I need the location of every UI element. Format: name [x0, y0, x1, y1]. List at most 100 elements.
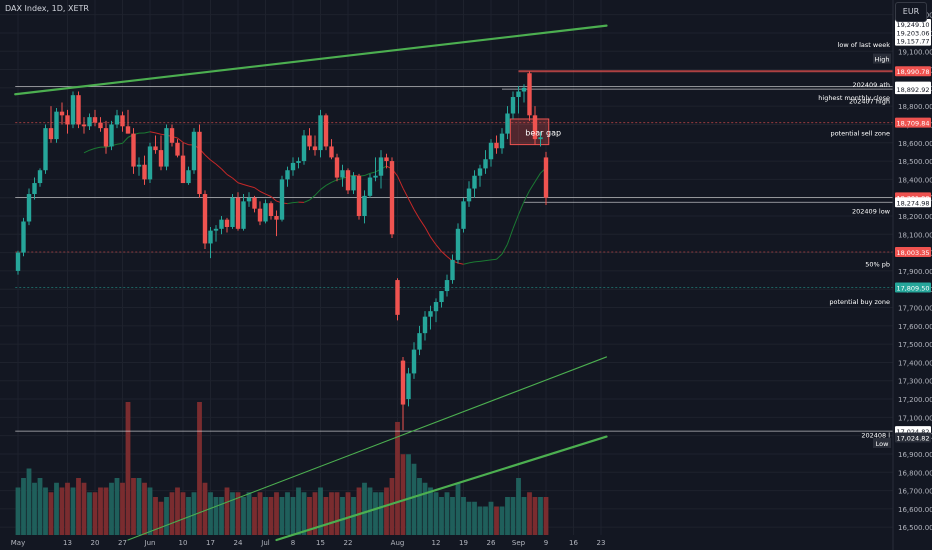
candle-body[interactable] [109, 124, 114, 147]
candle-body[interactable] [472, 175, 477, 189]
candle-body[interactable] [114, 115, 120, 125]
candle-body[interactable] [158, 150, 164, 167]
candle-body[interactable] [246, 197, 252, 202]
candle-body[interactable] [433, 302, 439, 312]
candle-body[interactable] [70, 95, 76, 125]
candle-body[interactable] [312, 146, 318, 151]
candle-body[interactable] [499, 133, 505, 149]
candle-body[interactable] [477, 168, 483, 176]
candle-body[interactable] [274, 216, 279, 220]
candle-body[interactable] [191, 131, 197, 171]
candle-body[interactable] [345, 170, 351, 191]
candle-body[interactable] [378, 157, 384, 176]
candle-body[interactable] [362, 195, 367, 216]
candle-body[interactable] [367, 177, 373, 196]
candle-body[interactable] [153, 146, 158, 151]
candle-body[interactable] [461, 201, 466, 229]
candle-body[interactable] [301, 135, 307, 162]
candle-body[interactable] [15, 252, 21, 271]
candle-body[interactable] [521, 87, 527, 92]
candle-body[interactable] [125, 126, 131, 134]
candle-body[interactable] [466, 188, 472, 202]
candle-body[interactable] [230, 197, 235, 227]
candle-body[interactable] [538, 137, 543, 140]
candle-body[interactable] [43, 128, 48, 171]
candle-body[interactable] [439, 291, 444, 303]
candle-body[interactable] [54, 111, 59, 140]
candle-body[interactable] [290, 162, 296, 171]
candle-body[interactable] [202, 194, 208, 244]
candle-body[interactable] [543, 157, 549, 198]
candle-body[interactable] [488, 142, 494, 160]
trendline[interactable] [14, 24, 608, 96]
candle-body[interactable] [136, 164, 142, 167]
candle-body[interactable] [323, 115, 329, 147]
candle-body[interactable] [103, 128, 109, 147]
candle-body[interactable] [334, 157, 340, 178]
candle-body[interactable] [37, 170, 43, 184]
candle-body[interactable] [422, 316, 428, 334]
candle-body[interactable] [285, 170, 290, 180]
candle-body[interactable] [65, 115, 70, 125]
candle-body[interactable] [384, 157, 389, 162]
candle-body[interactable] [32, 183, 37, 195]
candle-body[interactable] [406, 373, 411, 400]
candle-body[interactable] [411, 349, 417, 374]
candle-body[interactable] [455, 228, 461, 260]
candle-body[interactable] [252, 197, 257, 209]
candle-body[interactable] [351, 175, 356, 191]
candle-body[interactable] [208, 230, 213, 244]
candle-body[interactable] [532, 115, 538, 140]
candle-body[interactable] [373, 175, 378, 178]
candle-body[interactable] [444, 280, 450, 292]
candle-body[interactable] [505, 113, 510, 134]
candle-body[interactable] [494, 142, 499, 149]
candle-body[interactable] [400, 360, 406, 405]
candle-body[interactable] [329, 146, 334, 158]
candle-body[interactable] [389, 161, 395, 235]
candle-body[interactable] [428, 311, 433, 317]
candle-body[interactable] [180, 155, 186, 184]
candle-body[interactable] [59, 111, 65, 116]
candle-body[interactable] [296, 161, 301, 163]
candle-body[interactable] [527, 73, 532, 116]
candle-body[interactable] [26, 194, 32, 222]
candle-body[interactable] [131, 133, 136, 167]
candle-body[interactable] [213, 228, 219, 231]
candle-body[interactable] [395, 280, 400, 315]
candle-body[interactable] [340, 170, 345, 178]
trendline[interactable] [275, 435, 608, 542]
candle-body[interactable] [241, 201, 246, 229]
candle-body[interactable] [197, 131, 202, 195]
candle-body[interactable] [81, 124, 87, 127]
candle-body[interactable] [516, 91, 521, 98]
candle-body[interactable] [48, 128, 54, 140]
candle-body[interactable] [279, 179, 285, 220]
candle-body[interactable] [219, 219, 224, 229]
candle-body[interactable] [318, 115, 323, 151]
candle-body[interactable] [98, 122, 103, 129]
candle-body[interactable] [307, 135, 312, 147]
candle-body[interactable] [120, 115, 125, 127]
candle-body[interactable] [164, 128, 169, 167]
candle-body[interactable] [510, 97, 516, 114]
candle-body[interactable] [268, 203, 274, 216]
currency-button[interactable]: EUR [895, 2, 927, 22]
candle-body[interactable] [21, 221, 26, 253]
candle-body[interactable] [169, 128, 175, 143]
candle-body[interactable] [356, 175, 362, 216]
candle-body[interactable] [263, 203, 268, 222]
candle-body[interactable] [235, 197, 241, 229]
candle-body[interactable] [483, 159, 488, 169]
candle-body[interactable] [142, 164, 147, 180]
candle-body[interactable] [175, 142, 180, 156]
candle-body[interactable] [76, 95, 81, 125]
candle-body[interactable] [87, 117, 92, 127]
candle-body[interactable] [147, 146, 153, 180]
candle-body[interactable] [417, 333, 422, 350]
trendline[interactable] [127, 356, 608, 541]
candle-body[interactable] [92, 117, 98, 123]
candle-body[interactable] [186, 170, 191, 184]
candle-body[interactable] [450, 259, 455, 281]
